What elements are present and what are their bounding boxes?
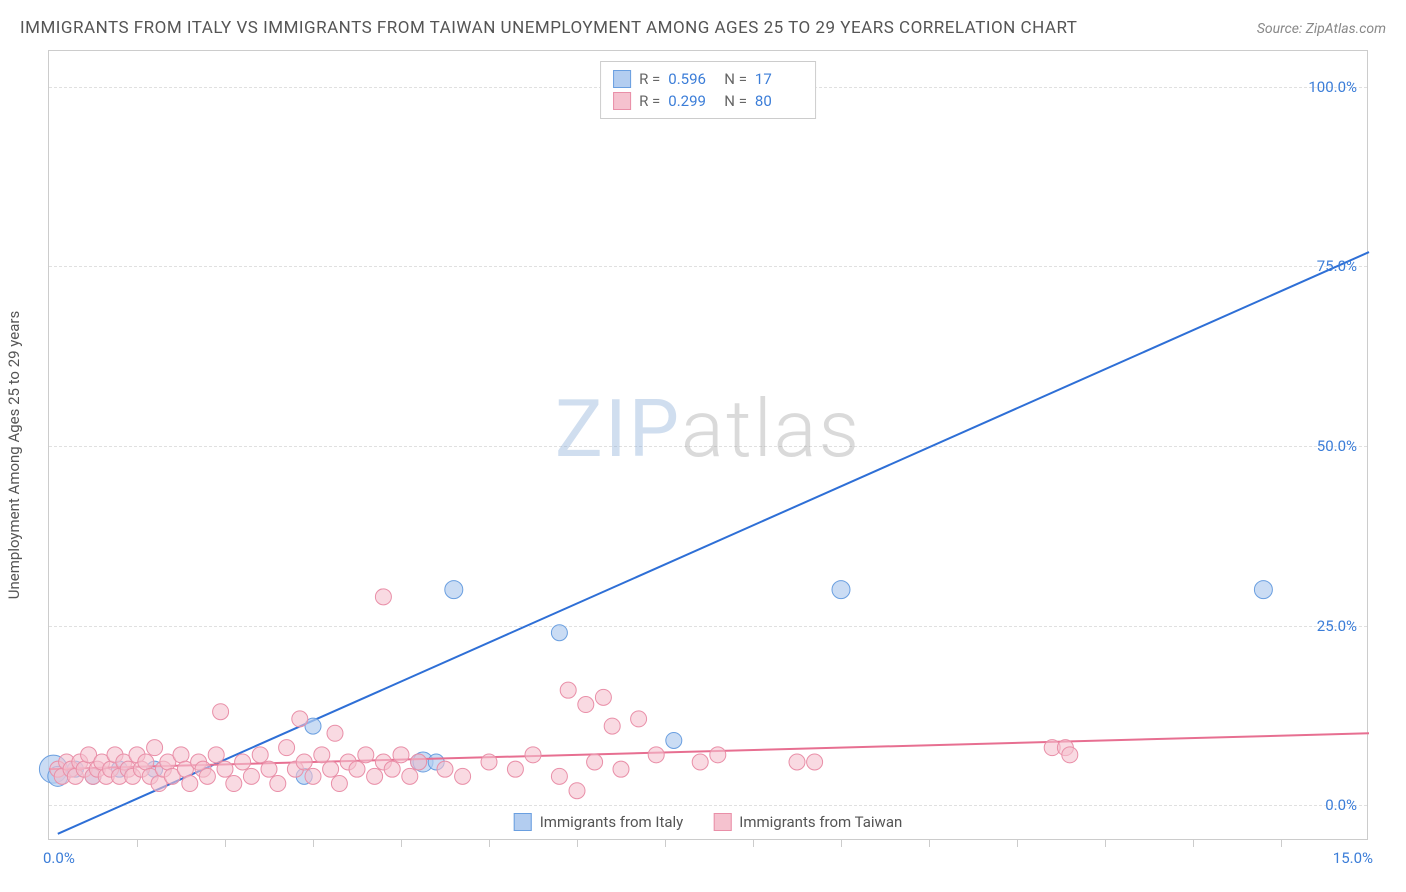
data-point — [710, 747, 726, 763]
data-point — [411, 754, 427, 770]
y-axis-label: Unemployment Among Ages 25 to 29 years — [5, 311, 23, 599]
data-point — [1062, 747, 1078, 763]
data-point — [481, 754, 497, 770]
r-value-italy: 0.596 — [668, 70, 716, 88]
stats-row-taiwan: R = 0.299 N = 80 — [613, 90, 803, 112]
data-point — [587, 754, 603, 770]
data-point — [595, 689, 611, 705]
data-point — [560, 682, 576, 698]
data-point — [666, 732, 682, 748]
data-point — [147, 740, 163, 756]
swatch-taiwan — [613, 92, 631, 110]
data-point — [314, 747, 330, 763]
data-point — [525, 747, 541, 763]
data-point — [367, 768, 383, 784]
data-point — [292, 711, 308, 727]
data-point — [358, 747, 374, 763]
data-point — [807, 754, 823, 770]
legend-swatch-italy — [514, 813, 532, 831]
n-value-taiwan: 80 — [755, 92, 803, 110]
data-point — [375, 589, 391, 605]
data-point — [349, 761, 365, 777]
x-min-label: 0.0% — [43, 849, 75, 867]
data-point — [261, 761, 277, 777]
data-point — [279, 740, 295, 756]
data-point — [199, 768, 215, 784]
stats-row-italy: R = 0.596 N = 17 — [613, 68, 803, 90]
data-point — [832, 581, 850, 599]
data-point — [613, 761, 629, 777]
data-point — [604, 718, 620, 734]
data-point — [173, 747, 189, 763]
data-point — [437, 761, 453, 777]
data-point — [235, 754, 251, 770]
data-point — [551, 625, 567, 641]
data-point — [692, 754, 708, 770]
x-max-label: 15.0% — [1333, 849, 1373, 867]
data-point — [270, 776, 286, 792]
y-tick-label: 75.0% — [1317, 257, 1357, 275]
data-point — [507, 761, 523, 777]
chart-header: IMMIGRANTS FROM ITALY VS IMMIGRANTS FROM… — [20, 18, 1386, 38]
r-value-taiwan: 0.299 — [668, 92, 716, 110]
data-point — [648, 747, 664, 763]
y-tick-label: 100.0% — [1308, 78, 1357, 96]
legend-item-italy: Immigrants from Italy — [514, 813, 684, 831]
data-point — [1254, 581, 1272, 599]
data-point — [578, 697, 594, 713]
data-point — [331, 776, 347, 792]
swatch-italy — [613, 70, 631, 88]
plot-area: ZIPatlas R = 0.596 N = 17 R = 0.299 N = … — [48, 50, 1368, 840]
y-tick-label: 25.0% — [1317, 617, 1357, 635]
data-point — [384, 761, 400, 777]
legend-item-taiwan: Immigrants from Taiwan — [713, 813, 902, 831]
data-point — [323, 761, 339, 777]
y-tick-label: 0.0% — [1325, 796, 1357, 814]
data-point — [631, 711, 647, 727]
data-point — [213, 704, 229, 720]
source-label: Source: ZipAtlas.com — [1257, 21, 1386, 37]
data-point — [296, 754, 312, 770]
data-point — [208, 747, 224, 763]
data-point — [551, 768, 567, 784]
data-point — [243, 768, 259, 784]
data-point — [226, 776, 242, 792]
scatter-svg — [49, 51, 1367, 839]
data-point — [182, 776, 198, 792]
y-tick-label: 50.0% — [1317, 437, 1357, 455]
data-point — [789, 754, 805, 770]
data-point — [402, 768, 418, 784]
data-point — [455, 768, 471, 784]
data-point — [393, 747, 409, 763]
data-point — [445, 581, 463, 599]
chart-title: IMMIGRANTS FROM ITALY VS IMMIGRANTS FROM… — [20, 18, 1077, 38]
stats-legend-box: R = 0.596 N = 17 R = 0.299 N = 80 — [600, 61, 816, 119]
data-point — [217, 761, 233, 777]
data-point — [138, 754, 154, 770]
data-point — [252, 747, 268, 763]
bottom-legend: Immigrants from Italy Immigrants from Ta… — [514, 813, 903, 831]
legend-swatch-taiwan — [713, 813, 731, 831]
n-value-italy: 17 — [755, 70, 803, 88]
data-point — [327, 725, 343, 741]
data-point — [305, 768, 321, 784]
data-point — [569, 783, 585, 799]
